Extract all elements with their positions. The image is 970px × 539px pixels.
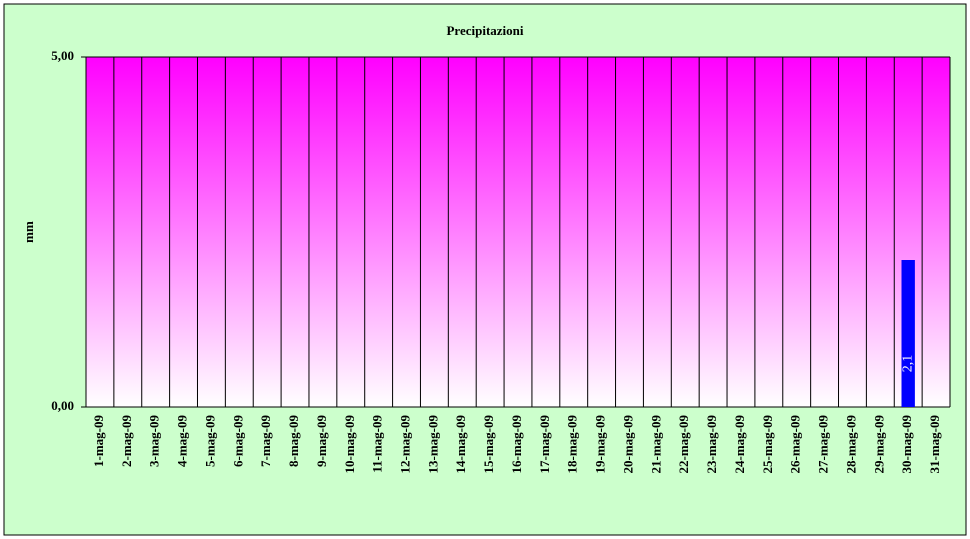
plot-area: [86, 57, 950, 407]
x-tick-label: 14-mag-09: [453, 415, 468, 474]
bar: [901, 260, 915, 407]
x-tick-label: 9-mag-09: [314, 415, 329, 467]
x-tick-label: 17-mag-09: [537, 415, 552, 474]
y-axis-label: mm: [21, 221, 36, 243]
x-tick-label: 20-mag-09: [620, 415, 635, 474]
x-tick-label: 18-mag-09: [565, 415, 580, 474]
y-tick-label: 0,00: [51, 398, 74, 413]
y-tick-label: 5,00: [51, 48, 74, 63]
data-label: 2,1: [900, 355, 915, 373]
x-tick-label: 11-mag-09: [370, 415, 385, 473]
x-tick-label: 28-mag-09: [843, 415, 858, 474]
x-tick-label: 4-mag-09: [175, 415, 190, 467]
x-tick-label: 8-mag-09: [286, 415, 301, 467]
x-tick-label: 10-mag-09: [342, 415, 357, 474]
x-tick-label: 22-mag-09: [676, 415, 691, 474]
x-tick-label: 5-mag-09: [202, 415, 217, 467]
x-tick-label: 27-mag-09: [816, 415, 831, 474]
x-tick-label: 6-mag-09: [230, 415, 245, 467]
x-tick-label: 23-mag-09: [704, 415, 719, 474]
x-tick-label: 7-mag-09: [258, 415, 273, 467]
x-tick-label: 24-mag-09: [732, 415, 747, 474]
x-tick-label: 13-mag-09: [425, 415, 440, 474]
x-tick-label: 26-mag-09: [788, 415, 803, 474]
x-tick-label: 16-mag-09: [509, 415, 524, 474]
x-tick-label: 3-mag-09: [147, 415, 162, 467]
x-tick-label: 31-mag-09: [927, 415, 942, 474]
x-tick-label: 29-mag-09: [871, 415, 886, 474]
x-tick-label: 21-mag-09: [648, 415, 663, 474]
x-tick-label: 25-mag-09: [760, 415, 775, 474]
x-tick-label: 15-mag-09: [481, 415, 496, 474]
x-tick-label: 12-mag-09: [398, 415, 413, 474]
chart-title: Precipitazioni: [446, 23, 523, 38]
x-tick-label: 1-mag-09: [91, 415, 106, 467]
x-tick-label: 30-mag-09: [899, 415, 914, 474]
x-tick-label: 2-mag-09: [119, 415, 134, 467]
x-tick-label: 19-mag-09: [593, 415, 608, 474]
